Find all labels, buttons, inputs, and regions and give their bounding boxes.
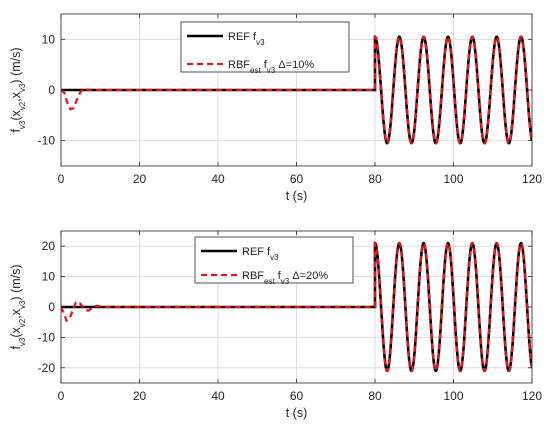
legend-text: REF f — [228, 31, 257, 43]
y-label-sub: v3 — [18, 337, 27, 346]
legend-text: f — [275, 270, 282, 282]
y-label-part: (x — [9, 326, 23, 337]
legend-text: RBF — [228, 59, 250, 71]
y-axis-label: fv3(xv2,xv3) (m/s) — [9, 47, 27, 132]
legend-sub: v3 — [281, 277, 290, 286]
legend-sub: est — [264, 277, 275, 286]
x-tick-label: 20 — [133, 389, 147, 403]
y-label-sub: v3 — [18, 120, 27, 129]
y-label-sub: v2 — [18, 318, 27, 327]
y-label-part: ,x — [9, 308, 23, 318]
y-axis-label: fv3(xv2,xv3) (m/s) — [9, 264, 27, 349]
y-label-part: (x — [9, 109, 23, 120]
series-line-rbf — [61, 241, 532, 372]
legend-entry: REF fv3 — [242, 246, 279, 262]
x-tick-label: 0 — [58, 389, 65, 403]
x-tick-label: 100 — [443, 172, 463, 186]
y-tick-label: 10 — [42, 32, 56, 46]
y-label-sub: v2 — [18, 101, 27, 110]
series-line-rbf — [61, 35, 532, 145]
x-tick-label: 80 — [368, 389, 382, 403]
legend-sub: v3 — [270, 253, 279, 262]
x-tick-label: 120 — [522, 389, 542, 403]
legend-sub: est — [250, 66, 261, 75]
y-label-sub: v3 — [18, 300, 27, 309]
y-tick-label: 10 — [42, 270, 56, 284]
x-tick-label: 60 — [290, 172, 304, 186]
x-tick-label: 100 — [443, 389, 463, 403]
y-tick-label: 0 — [48, 300, 55, 314]
legend-text: REF f — [242, 246, 271, 258]
x-axis-label: t (s) — [286, 189, 308, 203]
legend-text: f — [261, 59, 268, 71]
x-tick-label: 120 — [522, 172, 542, 186]
x-tick-label: 0 — [58, 172, 65, 186]
legend-text: Δ=10% — [275, 59, 314, 71]
y-tick-label: -10 — [38, 134, 56, 148]
legend-text: RBF — [242, 270, 264, 282]
legend-sub: v3 — [267, 66, 276, 75]
legend-sub: v3 — [256, 38, 265, 47]
x-tick-label: 40 — [211, 389, 225, 403]
y-tick-label: 20 — [42, 239, 56, 253]
y-label-part: f — [9, 346, 23, 350]
legend-entry: RBFest fv3 Δ=20% — [242, 270, 328, 286]
y-label-sub: v3 — [18, 83, 27, 92]
x-tick-label: 80 — [368, 172, 382, 186]
x-tick-label: 40 — [211, 172, 225, 186]
y-label-part: ,x — [9, 91, 23, 101]
y-label-part: ) (m/s) — [9, 47, 23, 83]
legend-entry: REF fv3 — [228, 31, 265, 47]
legend-entry: RBFest fv3 Δ=10% — [228, 59, 314, 75]
legend-text: Δ=20% — [289, 270, 328, 282]
y-label-part: ) (m/s) — [9, 264, 23, 300]
x-axis-label: t (s) — [286, 406, 308, 420]
y-label-part: f — [9, 129, 23, 133]
y-tick-label: -10 — [38, 330, 56, 344]
y-tick-label: -20 — [38, 361, 56, 375]
x-tick-label: 60 — [290, 389, 304, 403]
y-tick-label: 0 — [48, 83, 55, 97]
x-tick-label: 20 — [133, 172, 147, 186]
